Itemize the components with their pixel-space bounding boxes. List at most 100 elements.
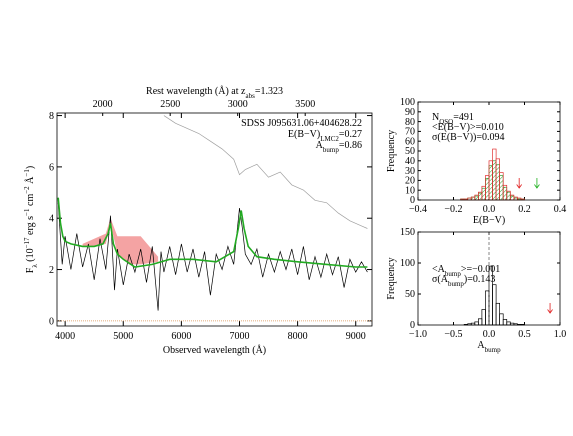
histogram-bar (495, 302, 501, 326)
y-tick-label: 150 (400, 227, 415, 238)
y-tick-label: 60 (405, 136, 415, 147)
y-tick-label: 20 (405, 176, 415, 187)
annotation-part: QSO (439, 118, 453, 126)
x-tick-label: 0.0 (483, 204, 496, 215)
arrow (516, 178, 523, 189)
y-axis-label-part: ) (25, 166, 36, 169)
x-tick-label: 0.2 (518, 204, 531, 215)
y-axis-label: Frequency (386, 130, 397, 172)
histogram-bar (485, 178, 490, 201)
histogram-bar (509, 195, 515, 201)
annotation-part: bump (323, 146, 339, 154)
y-axis-label-part: −1 (23, 169, 31, 177)
annotation-part: )=0.143 (464, 274, 495, 285)
y-tick-label: 100 (400, 258, 415, 269)
histogram-bar (474, 195, 479, 201)
y-axis-label-part: −2 (23, 186, 31, 194)
annotation-part: σ(E(B−V))=0.094 (432, 132, 505, 143)
x2-tick-label: 3500 (295, 99, 315, 110)
annotation-part: bump (448, 280, 464, 288)
y-axis-label-part: cm (25, 194, 36, 209)
y-axis-label: Fλ (10−17 erg s−1 cm−2 Å−1) (23, 166, 39, 273)
annotation: E(B−V)LMC2=0.27 (288, 129, 362, 143)
annotation: <E(B−V)>=0.010 (432, 122, 504, 133)
y-tick-label: 70 (405, 127, 415, 138)
x-tick-label: −0.4 (409, 204, 427, 215)
x-tick-label: 5000 (113, 331, 133, 342)
y-axis-label-part: Frequency (386, 130, 397, 172)
y-tick-label: 50 (405, 289, 415, 300)
histogram-bar (470, 196, 476, 201)
x2-tick-label: 2000 (93, 99, 113, 110)
annotation-part: <E(B−V)>=0.010 (432, 122, 504, 133)
histogram-bar (478, 318, 483, 326)
y-tick-label: 90 (405, 107, 415, 118)
plot-frame (56, 112, 373, 327)
y-tick-label: 2 (49, 265, 54, 276)
histogram-bar (506, 191, 511, 201)
x-tick-label: −0.2 (444, 204, 462, 215)
y-tick-label: 0 (49, 316, 54, 327)
x2-axis-label: Rest wavelength (Å) at zabs=1.323 (146, 85, 283, 100)
x-axis-label: Abump (477, 340, 501, 354)
histogram-bar (506, 321, 511, 326)
annotation-part: SDSS J095631.06+404628.22 (241, 118, 362, 129)
annotation: <Abump>=−0.001 (432, 264, 500, 278)
x-tick-label: 0.5 (518, 329, 531, 340)
y-axis-label-part: F (25, 267, 36, 273)
y-axis-label-part: erg s (25, 216, 36, 238)
x2-axis-label-part: abs (245, 92, 255, 100)
y-axis-label: Frequency (386, 257, 397, 299)
histogram-bar (499, 175, 504, 201)
annotation-part: =491 (453, 112, 474, 123)
x-tick-label: 6000 (171, 331, 191, 342)
x-axis-label-part: Observed wavelength (Å) (163, 344, 266, 356)
annotation: σ(Abump)=0.143 (432, 274, 495, 288)
y-axis-label-part: −1 (23, 208, 31, 216)
x2-tick-label: 3000 (228, 99, 248, 110)
y-tick-label: 40 (405, 156, 415, 167)
y-axis-label-part: (10 (25, 248, 36, 264)
histogram-bar (502, 319, 508, 326)
spectrum-line (57, 197, 368, 268)
annotation: Abump=0.86 (316, 140, 362, 154)
annotation: SDSS J095631.06+404628.22 (241, 118, 362, 129)
spectrum-line (163, 115, 368, 229)
histogram-bar (485, 290, 490, 326)
model-band (82, 218, 159, 265)
x-axis-label: E(B−V) (473, 215, 505, 226)
spectrum-line (57, 202, 368, 311)
annotation-part: N (432, 112, 439, 123)
y-axis-label-part: −17 (23, 237, 31, 248)
histogram-bar (495, 164, 501, 201)
y-tick-label: 100 (400, 97, 415, 108)
x-tick-label: 0.0 (483, 329, 496, 340)
annotation-part: σ(A (432, 274, 449, 285)
y-tick-label: 80 (405, 117, 415, 128)
x2-axis-label-part: =1.323 (255, 86, 283, 97)
x2-tick-label: 2500 (160, 99, 180, 110)
x-axis-label-part: bump (485, 346, 501, 354)
x-tick-label: 1.0 (554, 329, 567, 340)
annotation-part: =0.27 (339, 129, 362, 140)
x-tick-label: 7000 (229, 331, 249, 342)
x-tick-label: 9000 (346, 331, 366, 342)
plot-frame (417, 231, 561, 326)
annotation: σ(E(B−V))=0.094 (432, 132, 505, 143)
y-tick-label: 10 (405, 185, 415, 196)
plot-frame (417, 101, 561, 201)
annotation-part: =0.86 (339, 140, 362, 151)
y-tick-label: 6 (49, 162, 54, 173)
arrow (534, 178, 540, 189)
x-tick-label: 0.4 (554, 204, 567, 215)
histogram-bar (481, 187, 486, 201)
y-tick-label: 0 (410, 195, 415, 206)
y-tick-label: 0 (410, 320, 415, 331)
histogram-bar (478, 192, 483, 201)
y-tick-label: 8 (49, 111, 54, 122)
x-axis-label-part: E(B−V) (473, 215, 505, 226)
x-axis-label: Observed wavelength (Å) (163, 344, 266, 356)
annotation-part: E(B−V) (288, 129, 320, 140)
annotation-part: <A (432, 264, 446, 275)
